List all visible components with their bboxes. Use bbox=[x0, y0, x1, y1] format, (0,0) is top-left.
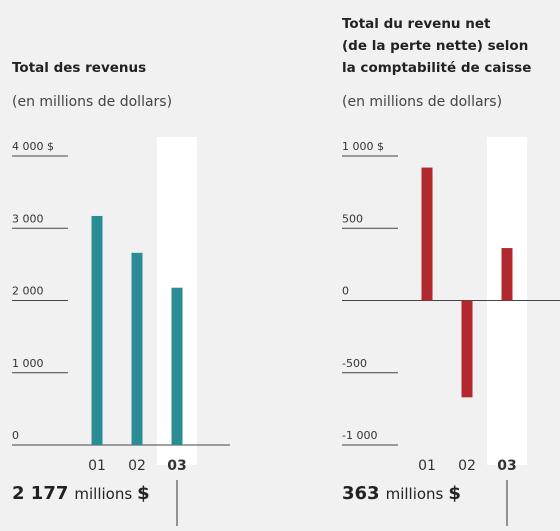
bar bbox=[501, 248, 513, 301]
x-tick-label: 03 bbox=[167, 458, 186, 474]
chart-title: Total du revenu net bbox=[342, 16, 491, 32]
x-tick-label: 01 bbox=[88, 458, 106, 474]
y-tick-label: -1 000 bbox=[342, 429, 377, 442]
y-tick-label: 3 000 bbox=[12, 212, 44, 225]
y-tick-label: -500 bbox=[342, 357, 367, 370]
total-label: 2 177 millions $ bbox=[12, 483, 150, 504]
bar bbox=[461, 300, 473, 398]
chart-subtitle: (en millions de dollars) bbox=[12, 94, 172, 110]
total-unit: millions bbox=[386, 485, 444, 503]
chart-title: la comptabilité de caisse bbox=[342, 60, 531, 76]
bar bbox=[91, 215, 103, 445]
y-tick-label: 0 bbox=[12, 429, 19, 442]
total-currency: $ bbox=[448, 483, 461, 504]
y-tick-label: 2 000 bbox=[12, 285, 44, 298]
total-currency: $ bbox=[137, 483, 150, 504]
total-value: 2 177 bbox=[12, 483, 68, 504]
bar bbox=[171, 287, 183, 445]
bar bbox=[131, 252, 143, 445]
y-tick-label: 500 bbox=[342, 212, 363, 225]
total-label: 363 millions $ bbox=[342, 483, 461, 504]
chart-subtitle: (en millions de dollars) bbox=[342, 94, 502, 110]
x-tick-label: 03 bbox=[497, 458, 516, 474]
total-value: 363 bbox=[342, 483, 380, 504]
x-tick-label: 02 bbox=[128, 458, 146, 474]
chart-title: (de la perte nette) selon bbox=[342, 38, 528, 54]
total-unit: millions bbox=[74, 485, 132, 503]
y-tick-label: 1 000 $ bbox=[342, 140, 384, 153]
bar bbox=[421, 167, 433, 301]
chart-title: Total des revenus bbox=[12, 60, 146, 76]
y-tick-label: 4 000 $ bbox=[12, 140, 54, 153]
y-tick-label: 0 bbox=[342, 285, 349, 298]
x-tick-label: 01 bbox=[418, 458, 436, 474]
y-tick-label: 1 000 bbox=[12, 357, 44, 370]
x-tick-label: 02 bbox=[458, 458, 476, 474]
